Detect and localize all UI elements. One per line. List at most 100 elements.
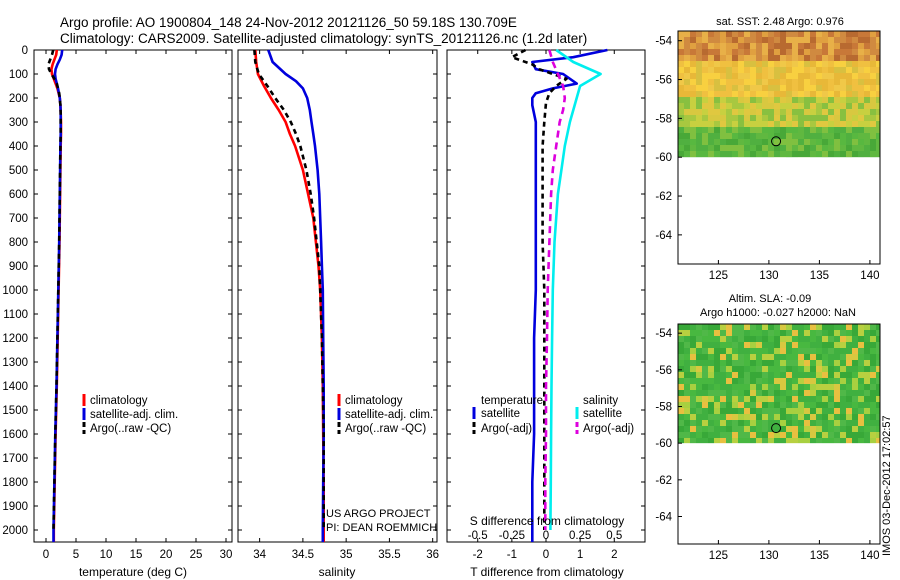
map-cell <box>834 121 840 127</box>
map-cell <box>876 396 880 402</box>
map-cell <box>858 360 864 366</box>
map-cell <box>780 115 786 121</box>
depth-axis: 0100200300400500600700800900100011001200… <box>2 45 28 537</box>
map-cell <box>786 133 792 139</box>
map-cell <box>690 366 696 372</box>
map-cell <box>732 414 738 420</box>
map-cell <box>774 103 780 109</box>
map-cell <box>744 354 750 360</box>
map-cell <box>876 366 880 372</box>
map-cell <box>792 390 798 396</box>
map-cell <box>714 31 720 37</box>
temperature-xtick-label: 5 <box>73 549 79 561</box>
map-cell <box>780 336 786 342</box>
map-cell <box>828 121 834 127</box>
map-ytick-label: -56 <box>655 365 672 377</box>
map-cell <box>756 324 762 330</box>
map-cell <box>738 360 744 366</box>
map-cell <box>786 360 792 366</box>
map-cell <box>876 420 880 426</box>
map-cell <box>858 390 864 396</box>
map-cell <box>798 85 804 91</box>
map-ytick-label: -64 <box>655 230 672 242</box>
map-cell <box>696 348 702 354</box>
map-cell <box>750 438 756 444</box>
map-cell <box>870 354 876 360</box>
map-cell <box>750 103 756 109</box>
map-cell <box>786 61 792 67</box>
map-cell <box>864 354 870 360</box>
map-cell <box>816 145 822 151</box>
map-cell <box>702 109 708 115</box>
map-cell <box>792 121 798 127</box>
map-cell <box>708 384 714 390</box>
map-cell <box>780 91 786 97</box>
map-cell <box>774 354 780 360</box>
map-cell <box>786 127 792 133</box>
map-cell <box>750 151 756 157</box>
map-cell <box>816 55 822 61</box>
map-cell <box>684 79 690 85</box>
map-cell <box>852 324 858 330</box>
map-cell <box>822 151 828 157</box>
map-cell <box>810 396 816 402</box>
map-cell <box>708 432 714 438</box>
map-cell <box>792 139 798 145</box>
map-cell <box>750 121 756 127</box>
map-cell <box>828 145 834 151</box>
map-cell <box>864 426 870 432</box>
map-cell <box>858 97 864 103</box>
map-cell <box>816 139 822 145</box>
map-cell <box>750 109 756 115</box>
map-cell <box>786 115 792 121</box>
map-cell <box>786 43 792 49</box>
map-cell <box>708 55 714 61</box>
map-cell <box>858 85 864 91</box>
map-cell <box>768 91 774 97</box>
map-cell <box>684 396 690 402</box>
map-cell <box>684 49 690 55</box>
map-cell <box>804 103 810 109</box>
map-cell <box>852 396 858 402</box>
map-cell <box>714 378 720 384</box>
depth-tick-label: 0 <box>22 45 28 57</box>
map-cell <box>696 396 702 402</box>
map-cell <box>720 390 726 396</box>
map-cell <box>684 342 690 348</box>
map-cell <box>846 366 852 372</box>
depth-tick-label: 1500 <box>2 405 28 417</box>
map-cell <box>792 396 798 402</box>
map-cell <box>696 103 702 109</box>
temperature-xtick-label: 0 <box>43 549 49 561</box>
map-cell <box>804 360 810 366</box>
map-cell <box>828 79 834 85</box>
map-cell <box>858 109 864 115</box>
difference-xtick-label: 1 <box>577 549 583 561</box>
map-cell <box>750 396 756 402</box>
map-cell <box>816 91 822 97</box>
map-cell <box>858 336 864 342</box>
map-cell <box>696 342 702 348</box>
map-cell <box>684 402 690 408</box>
map-cell <box>876 103 880 109</box>
depth-tick-label: 500 <box>9 165 28 177</box>
map-cell <box>822 330 828 336</box>
map-cell <box>786 354 792 360</box>
map-cell <box>810 336 816 342</box>
map-cell <box>684 133 690 139</box>
map-cell <box>738 402 744 408</box>
map-cell <box>774 37 780 43</box>
map-cell <box>798 378 804 384</box>
map-cell <box>828 372 834 378</box>
map-cell <box>858 414 864 420</box>
map-cell <box>858 127 864 133</box>
difference-legend: temperature salinity satellite Argo(-adj… <box>472 395 634 435</box>
map-cell <box>876 372 880 378</box>
legend-label-argo: Argo(..raw -QC) <box>90 423 171 435</box>
map-cell <box>798 91 804 97</box>
sla-map-title-line1: Altim. SLA: -0.09 <box>729 293 812 305</box>
map-cell <box>864 378 870 384</box>
map-cell <box>840 384 846 390</box>
map-cell <box>678 402 684 408</box>
map-cell <box>678 133 684 139</box>
